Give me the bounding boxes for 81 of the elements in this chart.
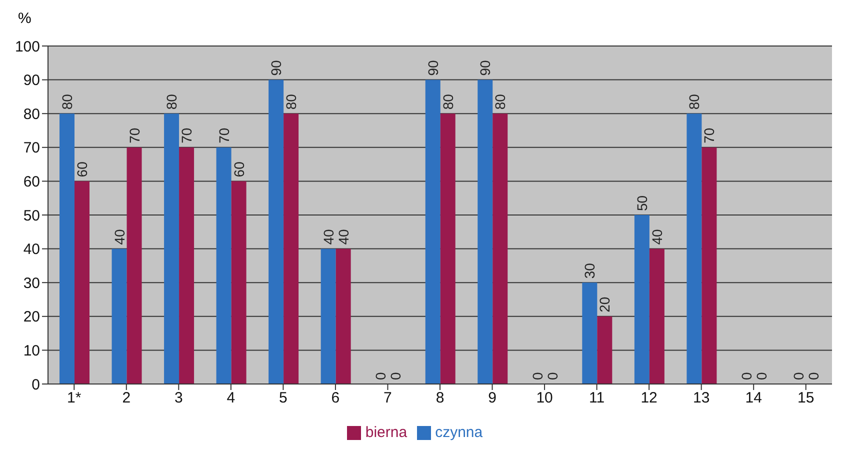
data-label: 70: [216, 128, 232, 144]
x-tick-label: 5: [279, 390, 288, 407]
data-label: 80: [440, 94, 456, 110]
bar: [336, 248, 351, 384]
bar: [268, 80, 284, 384]
bar: [216, 147, 232, 384]
data-label: 80: [164, 94, 180, 110]
data-label: 0: [806, 372, 822, 380]
x-tick-label: 15: [798, 390, 814, 407]
data-label: 40: [648, 229, 665, 245]
data-label: 0: [544, 372, 560, 380]
y-tick-label: 20: [23, 308, 40, 326]
data-label: 80: [686, 94, 702, 110]
x-tick-label: 3: [174, 390, 183, 407]
data-label: 40: [335, 229, 352, 245]
bar: [702, 147, 717, 384]
data-label: 0: [372, 372, 389, 380]
data-label: 70: [126, 128, 142, 144]
x-tick-label: 4: [226, 390, 236, 407]
bar: [179, 147, 194, 384]
data-label: 30: [582, 262, 598, 279]
bar: [582, 282, 598, 384]
y-tick-label: 100: [14, 38, 40, 56]
bar: [492, 114, 508, 384]
x-tick-label: 2: [122, 390, 131, 407]
y-tick-label: 10: [23, 342, 40, 360]
data-label: 80: [59, 94, 75, 110]
data-label: 0: [529, 372, 546, 380]
data-label: 90: [424, 60, 441, 76]
bar: [425, 80, 440, 384]
x-tick-label: 12: [640, 390, 658, 407]
y-tick-label: 40: [23, 241, 40, 258]
data-label: 70: [701, 128, 718, 144]
bar: [686, 114, 702, 384]
bar: [164, 114, 180, 384]
data-label: 40: [320, 229, 336, 245]
data-label: 60: [230, 161, 247, 178]
y-tick-label: 60: [23, 174, 40, 191]
data-label: 20: [596, 296, 613, 312]
x-tick-label: 13: [692, 390, 710, 407]
y-tick-label: 80: [23, 106, 40, 123]
bar: [597, 316, 612, 384]
bar: [284, 114, 299, 384]
data-label: 0: [388, 372, 404, 380]
y-tick-label: 50: [23, 207, 40, 224]
data-label: 60: [74, 161, 90, 178]
data-label: 50: [634, 195, 650, 211]
bar: [231, 181, 246, 384]
y-tick-label: 70: [23, 140, 40, 157]
y-tick-label: 30: [23, 274, 40, 292]
bar: [649, 248, 664, 384]
x-tick-label: 1*: [67, 390, 82, 407]
y-tick-label: 90: [23, 72, 40, 90]
data-label: 70: [178, 128, 195, 144]
x-tick-label: 6: [331, 390, 340, 407]
bar: [478, 80, 493, 384]
data-label: 90: [268, 60, 284, 76]
x-tick-label: 11: [589, 390, 605, 407]
bar: [74, 181, 90, 384]
legend-label: czynna: [435, 424, 483, 441]
data-label: 40: [111, 229, 128, 245]
bar: [440, 114, 456, 384]
x-tick-label: 14: [745, 390, 762, 407]
bar: [634, 215, 650, 384]
x-tick-label: 10: [536, 390, 553, 407]
data-label: 0: [738, 372, 754, 380]
x-tick-label: 8: [436, 390, 444, 407]
y-axis-title: %: [18, 10, 32, 27]
bar: [126, 147, 142, 384]
bar: [112, 248, 127, 384]
x-tick-label: 9: [488, 390, 496, 407]
bar: [320, 248, 336, 384]
data-label: 80: [492, 94, 508, 110]
data-label: 80: [283, 94, 300, 110]
bar: [60, 114, 74, 384]
y-tick-label: 0: [32, 376, 40, 394]
x-tick-label: 7: [384, 390, 392, 407]
data-label: 0: [790, 372, 807, 380]
legend-label: bierna: [365, 424, 408, 441]
data-label: 90: [477, 60, 494, 76]
data-label: 0: [753, 372, 770, 380]
